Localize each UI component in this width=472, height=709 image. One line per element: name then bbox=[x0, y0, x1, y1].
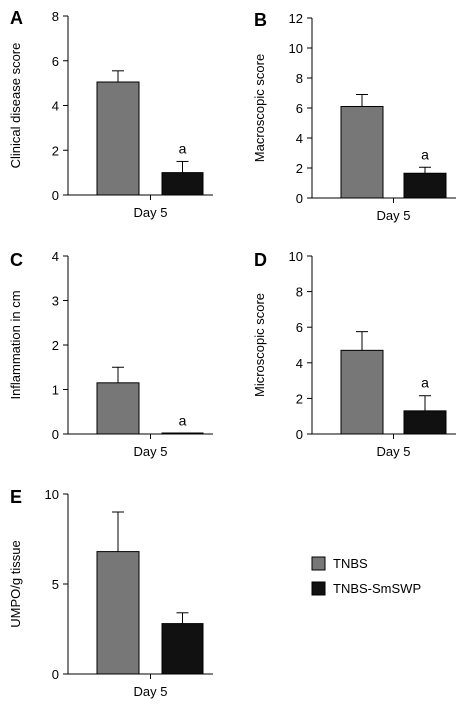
significance-label-c: a bbox=[179, 413, 187, 429]
legend: TNBS TNBS-SmSWP bbox=[311, 556, 421, 596]
y-tick-label-b: 12 bbox=[289, 11, 303, 26]
panel-c: C 0 1 2 3 4 Inflammation in cm Day 5 a bbox=[8, 249, 213, 459]
y-tick-label-c: 0 bbox=[52, 427, 59, 442]
y-tick-label-d: 4 bbox=[296, 356, 303, 371]
y-tick-label-c: 4 bbox=[52, 249, 59, 264]
panel-letter-b: B bbox=[254, 10, 267, 30]
x-category-label-a: Day 5 bbox=[134, 205, 168, 220]
y-axis-title-a: Clinical disease score bbox=[8, 43, 23, 169]
y-axis-title-e: UMPO/g tissue bbox=[8, 540, 23, 627]
significance-label-b: a bbox=[421, 146, 429, 162]
bar-e-2 bbox=[161, 623, 204, 675]
legend-swatch-tnbs bbox=[311, 556, 326, 571]
y-tick-label-d: 6 bbox=[296, 320, 303, 335]
bar-b-1 bbox=[340, 106, 384, 199]
y-tick-label-c: 1 bbox=[52, 383, 59, 398]
bar-b-2 bbox=[403, 172, 447, 199]
bar-d-2 bbox=[403, 410, 447, 435]
x-category-label-d: Day 5 bbox=[377, 444, 411, 459]
y-tick-label-d: 8 bbox=[296, 285, 303, 300]
y-tick-label-a: 4 bbox=[52, 99, 59, 114]
x-category-label-e: Day 5 bbox=[134, 684, 168, 699]
panel-letter-c: C bbox=[10, 250, 23, 270]
y-tick-label-b: 6 bbox=[296, 101, 303, 116]
y-tick-label-c: 3 bbox=[52, 294, 59, 309]
panel-b: B 0 2 4 6 8 10 12 Macroscopic score Day 5 a bbox=[252, 10, 456, 223]
bar-e-1 bbox=[96, 551, 140, 675]
panel-letter-e: E bbox=[10, 487, 22, 507]
y-tick-label-a: 2 bbox=[52, 143, 59, 158]
y-tick-label-e: 5 bbox=[52, 577, 59, 592]
y-tick-label-e: 0 bbox=[52, 667, 59, 682]
panel-e: E 0 5 10 UMPO/g tissue Day 5 bbox=[8, 487, 213, 699]
bar-c-2 bbox=[161, 432, 204, 435]
bar-a-2 bbox=[161, 172, 204, 196]
legend-label-tnbs: TNBS bbox=[333, 556, 368, 571]
panel-d: D 0 2 4 6 8 10 Microscopic score Day 5 a bbox=[252, 249, 456, 459]
y-tick-label-b: 2 bbox=[296, 161, 303, 176]
significance-label-d: a bbox=[421, 375, 429, 391]
y-axis-title-d: Microscopic score bbox=[252, 293, 267, 397]
x-category-label-b: Day 5 bbox=[377, 208, 411, 223]
y-tick-label-a: 8 bbox=[52, 9, 59, 24]
panels: A 0 2 4 6 8 Clinical disease score Day 5 a B 0 2 4 6 8… bbox=[8, 8, 456, 699]
y-tick-label-a: 0 bbox=[52, 188, 59, 203]
x-category-label-c: Day 5 bbox=[134, 444, 168, 459]
legend-label-tnbs-smswp: TNBS-SmSWP bbox=[333, 581, 421, 596]
y-axis-title-b: Macroscopic score bbox=[252, 54, 267, 162]
y-axis-title-c: Inflammation in cm bbox=[8, 290, 23, 399]
y-tick-label-d: 2 bbox=[296, 391, 303, 406]
y-tick-label-b: 0 bbox=[296, 191, 303, 206]
y-tick-label-d: 0 bbox=[296, 427, 303, 442]
panel-letter-d: D bbox=[254, 250, 267, 270]
y-tick-label-c: 2 bbox=[52, 338, 59, 353]
bar-c-1 bbox=[96, 382, 140, 435]
y-tick-label-b: 8 bbox=[296, 71, 303, 86]
y-tick-label-d: 10 bbox=[289, 249, 303, 264]
legend-swatch-tnbs-smswp bbox=[311, 581, 326, 596]
y-tick-label-e: 10 bbox=[45, 487, 59, 502]
y-tick-label-b: 4 bbox=[296, 131, 303, 146]
y-tick-label-b: 10 bbox=[289, 41, 303, 56]
panel-letter-a: A bbox=[10, 8, 23, 28]
bar-d-1 bbox=[340, 349, 384, 435]
significance-label-a: a bbox=[179, 140, 187, 156]
bar-a-1 bbox=[96, 81, 140, 196]
panel-a: A 0 2 4 6 8 Clinical disease score Day 5 a bbox=[8, 8, 213, 220]
y-tick-label-a: 6 bbox=[52, 54, 59, 69]
